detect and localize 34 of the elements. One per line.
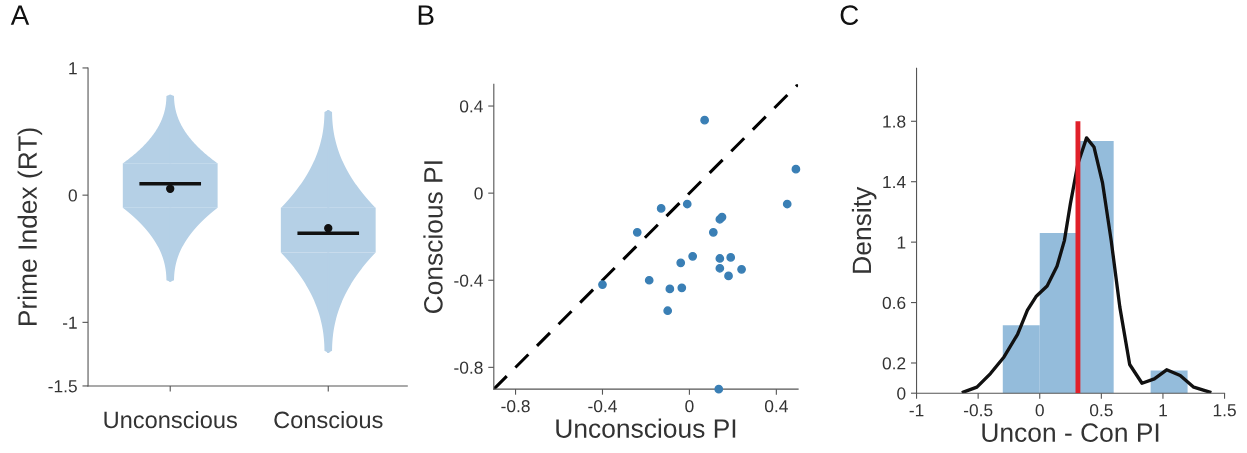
x-axis-title: Uncon - Con PI	[982, 423, 1159, 442]
y-tick-label: -0.8	[454, 361, 483, 374]
x-tick-label: 0	[685, 400, 694, 413]
chart-title: A	[10, 5, 30, 25]
y-axis-title: Prime Index (RT)	[17, 128, 43, 325]
y-tick-label: 0.6	[882, 296, 906, 310]
x-tick-label: Conscious	[274, 410, 383, 429]
x-tick-label: 0.5	[1089, 404, 1113, 417]
y-tick-label: 1.8	[883, 115, 906, 128]
x-tick-label: 1.5	[1213, 404, 1236, 417]
x-tick-label: 0	[1035, 404, 1044, 417]
y-axis-title: Conscious PI	[423, 161, 443, 314]
y-tick-label: -1	[62, 316, 77, 329]
chart-title: B	[418, 5, 434, 25]
y-tick-label: -1.5	[48, 380, 77, 393]
x-tick-label: -0.4	[588, 400, 617, 413]
x-tick-label: -0.5	[963, 404, 993, 417]
x-tick-label: -0.8	[501, 400, 530, 413]
y-tick-label: 1.4	[883, 176, 906, 188]
y-tick-label: -0.4	[454, 274, 483, 287]
y-tick-label: 0	[897, 387, 906, 400]
y-axis-title: Density	[851, 186, 877, 273]
y-tick-label: 0.2	[882, 357, 906, 370]
x-tick-label: -1	[909, 404, 924, 417]
y-tick-label: 1	[69, 62, 77, 75]
x-tick-label: Unconscious	[104, 410, 237, 429]
y-tick-label: 0.4	[459, 100, 483, 113]
chart-title: C	[840, 5, 859, 25]
x-tick-label: 1	[1159, 404, 1167, 417]
y-tick-label: 0	[474, 187, 483, 200]
y-tick-label: 0	[68, 189, 77, 202]
x-tick-label: 0.4	[764, 400, 788, 413]
y-tick-label: 1	[897, 236, 906, 249]
x-axis-title: Unconscious PI	[556, 418, 736, 438]
